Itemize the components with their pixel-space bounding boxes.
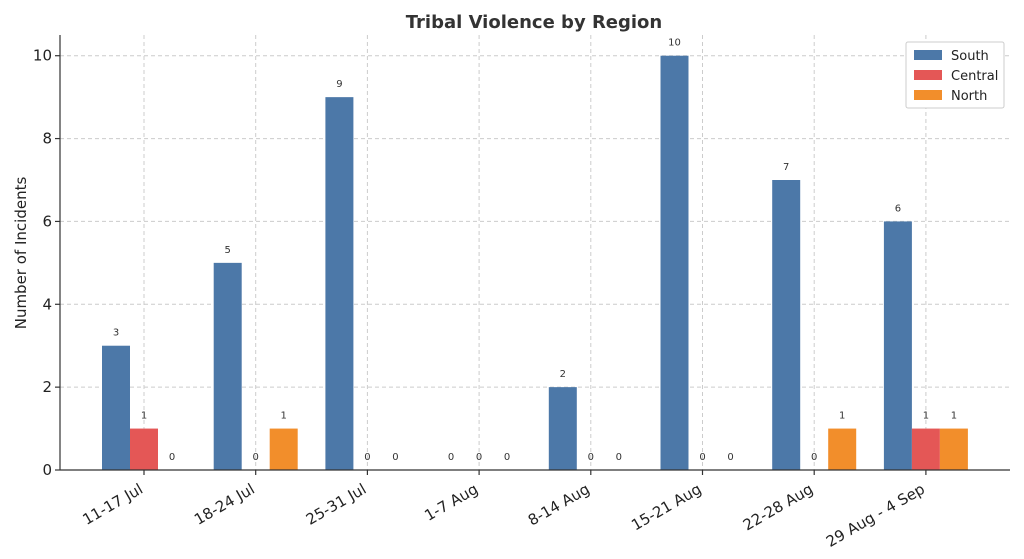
bar-north-6 bbox=[828, 428, 857, 470]
data-label-north-6: 1 bbox=[839, 411, 845, 422]
data-label-central-2: 0 bbox=[364, 452, 370, 463]
data-label-north-2: 0 bbox=[392, 452, 398, 463]
grid bbox=[60, 35, 1010, 471]
data-label-north-0: 0 bbox=[169, 452, 175, 463]
legend-label-north: North bbox=[951, 89, 987, 104]
data-label-central-1: 0 bbox=[253, 452, 259, 463]
x-tick-label: 15-21 Aug bbox=[628, 480, 704, 534]
x-tick-label: 1-7 Aug bbox=[421, 480, 481, 525]
y-axis-label: Number of Incidents bbox=[12, 177, 30, 330]
legend-swatch-central bbox=[914, 70, 942, 80]
data-label-south-7: 6 bbox=[895, 203, 901, 214]
legend-swatch-south bbox=[914, 50, 942, 60]
data-label-central-7: 1 bbox=[923, 411, 929, 422]
bar-north-7 bbox=[939, 428, 968, 470]
x-tick-label: 18-24 Jul bbox=[191, 480, 258, 529]
y-tick-label: 6 bbox=[42, 212, 52, 230]
y-tick-label: 8 bbox=[42, 130, 52, 148]
x-tick-label: 29 Aug - 4 Sep bbox=[823, 480, 928, 551]
data-label-central-0: 1 bbox=[141, 411, 147, 422]
data-label-central-3: 0 bbox=[476, 452, 482, 463]
y-tick-label: 10 bbox=[33, 47, 52, 65]
data-label-south-1: 5 bbox=[225, 245, 231, 256]
bar-central-0 bbox=[130, 428, 158, 470]
y-tick-label: 0 bbox=[42, 461, 52, 479]
legend: South Central North bbox=[905, 41, 1005, 109]
bar-south-4 bbox=[548, 387, 577, 470]
data-label-south-5: 10 bbox=[668, 38, 681, 49]
chart-title: Tribal Violence by Region bbox=[406, 12, 663, 33]
data-label-north-4: 0 bbox=[616, 452, 622, 463]
data-label-south-2: 9 bbox=[336, 79, 342, 90]
x-tick-label: 22-28 Aug bbox=[740, 480, 816, 534]
data-label-north-3: 0 bbox=[504, 452, 510, 463]
data-label-north-1: 1 bbox=[281, 411, 287, 422]
data-label-central-4: 0 bbox=[588, 452, 594, 463]
data-label-south-0: 3 bbox=[113, 328, 119, 339]
data-label-south-3: 0 bbox=[448, 452, 454, 463]
bar-south-0 bbox=[102, 345, 130, 470]
y-tick-label: 4 bbox=[42, 295, 52, 313]
data-label-north-7: 1 bbox=[951, 411, 957, 422]
y-tick-label: 2 bbox=[42, 378, 52, 396]
bar-south-2 bbox=[325, 97, 354, 471]
bar-south-7 bbox=[883, 221, 912, 470]
data-label-south-6: 7 bbox=[783, 162, 789, 173]
bar-south-1 bbox=[213, 262, 242, 470]
data-label-central-5: 0 bbox=[699, 452, 705, 463]
bar-south-6 bbox=[772, 180, 801, 470]
x-tick-label: 25-31 Jul bbox=[303, 480, 370, 529]
x-tick-label: 8-14 Aug bbox=[525, 480, 593, 530]
legend-label-central: Central bbox=[951, 69, 998, 84]
axes bbox=[55, 35, 1010, 475]
data-label-north-5: 0 bbox=[727, 452, 733, 463]
bar-south-5 bbox=[660, 55, 689, 470]
bar-central-7 bbox=[911, 428, 940, 470]
data-label-south-4: 2 bbox=[560, 369, 566, 380]
bars bbox=[102, 55, 968, 471]
legend-label-south: South bbox=[951, 49, 989, 64]
bar-north-1 bbox=[269, 428, 298, 470]
data-label-central-6: 0 bbox=[811, 452, 817, 463]
x-tick-label: 11-17 Jul bbox=[79, 480, 146, 529]
legend-swatch-north bbox=[914, 90, 942, 100]
